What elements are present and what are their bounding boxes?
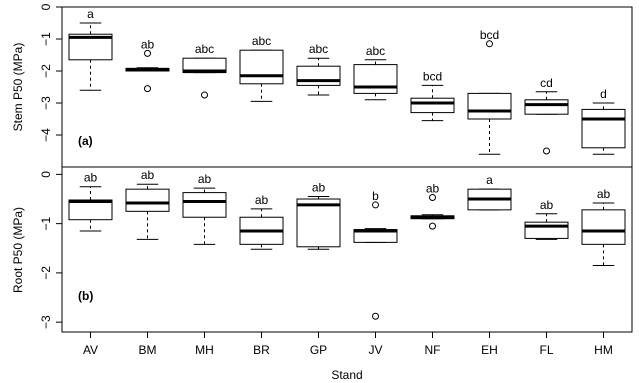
panel-b-letter-nf: ab <box>426 182 440 196</box>
panel-b-letter-fl: ab <box>540 198 554 212</box>
panel-b: Root P50 (MPa) (b) 0 −1 −2 −3 ab ab ababab… <box>11 166 633 333</box>
xtick-label-7: EH <box>481 343 498 357</box>
panel-a-letter-av: a <box>87 7 94 21</box>
panel-a-box-body-mh <box>182 57 227 74</box>
panel-a-ytick-label-0: 0 <box>39 3 53 10</box>
panel-b-ytick-label-0: 0 <box>39 171 53 178</box>
panel-a-box-nf: bcd <box>410 69 455 122</box>
panel-b-outlier-jv-1 <box>372 312 379 320</box>
panel-b-box-gp: ab <box>296 181 341 250</box>
panel-b-letter-hm: ab <box>597 187 611 201</box>
panel-b-letter-eh: a <box>486 173 493 187</box>
panel-b-box-jv: b <box>353 189 398 320</box>
xtick-label-2: MH <box>195 343 214 357</box>
panel-a-ylabel: Stem P50 (MPa) <box>11 43 25 132</box>
panel-a-box-jv: abc <box>353 44 398 101</box>
panel-a-ytick-label-2: −2 <box>39 64 53 78</box>
x-axis: AV BM MH BR GP JV NF EH FL HM Stand <box>83 332 613 382</box>
panel-a-box-br: abc <box>239 34 284 102</box>
panel-b-letter-av: ab <box>84 171 98 185</box>
panel-b-boxes: ab ab ab ab ab b ab a ab ab <box>68 168 626 320</box>
panel-a-box-bm: ab <box>125 37 170 93</box>
panel-a-box-eh: bcd <box>467 28 512 155</box>
xtick-label-4: GP <box>310 343 327 357</box>
panel-a-box-gp: abc <box>296 42 341 96</box>
panel-a-outlier-bm-0 <box>144 49 151 57</box>
panel-b-yaxis: 0 −1 −2 −3 <box>39 171 62 329</box>
panel-b-outlier-nf-0 <box>429 194 436 202</box>
panel-b-box-hm: ab <box>581 187 626 267</box>
panel-b-letter-br: ab <box>255 193 269 207</box>
panel-a: Stem P50 (MPa) (a) 0 −1 −2 −3 −4 aab abca… <box>11 3 633 168</box>
panel-b-box-nf: ab <box>410 182 455 230</box>
panel-a-box-body-gp <box>296 65 341 86</box>
panel-b-box-fl: ab <box>524 198 569 240</box>
panel-b-box-body-bm <box>125 188 170 212</box>
xtick-label-8: FL <box>539 343 553 357</box>
panel-a-box-body-eh <box>467 92 512 120</box>
panel-a-letter-eh: bcd <box>480 28 499 42</box>
panel-a-label: (a) <box>78 134 93 148</box>
panel-a-box-body-br <box>239 49 284 85</box>
panel-a-letter-br: abc <box>252 34 271 48</box>
panel-b-label: (b) <box>78 289 93 303</box>
panel-b-outlier-nf-1 <box>429 222 436 230</box>
panel-a-box-mh: abc <box>182 42 227 99</box>
panel-b-box-av: ab <box>68 171 113 232</box>
panel-a-letter-jv: abc <box>366 44 385 58</box>
panel-a-ytick-label-3: −3 <box>39 96 53 110</box>
panel-b-ytick-label-2: −2 <box>39 266 53 280</box>
panel-a-box-body-hm <box>581 108 626 149</box>
panel-a-yaxis: 0 −1 −2 −3 −4 <box>39 3 62 142</box>
panel-b-frame <box>61 166 633 333</box>
panel-b-box-br: ab <box>239 193 284 250</box>
panel-b-ytick-label-1: −1 <box>39 216 53 230</box>
panel-b-letter-jv: b <box>372 189 379 203</box>
panel-a-outlier-eh-0 <box>486 40 493 48</box>
xtick-label-0: AV <box>83 343 98 357</box>
panel-a-box-body-fl <box>524 99 569 115</box>
panel-b-ylabel: Root P50 (MPa) <box>11 207 25 293</box>
panel-a-ytick-label-1: −1 <box>39 32 53 46</box>
panel-a-box-hm: d <box>581 87 626 155</box>
panel-b-outlier-jv-0 <box>372 201 379 209</box>
panel-a-box-body-nf <box>410 97 455 114</box>
panel-b-box-mh: ab <box>182 172 227 245</box>
panel-a-outlier-bm-1 <box>144 85 151 93</box>
panel-b-box-body-mh <box>182 192 227 218</box>
xtick-label-3: BR <box>253 343 270 357</box>
panel-a-letter-gp: abc <box>309 42 328 56</box>
x-axis-title: Stand <box>331 368 362 382</box>
panel-a-letter-fl: cd <box>540 76 553 90</box>
panel-b-box-body-gp <box>296 198 341 248</box>
xtick-label-6: NF <box>425 343 441 357</box>
panel-a-ytick-label-4: −4 <box>39 128 53 142</box>
panel-a-box-av: a <box>68 7 113 91</box>
panel-b-letter-bm: ab <box>141 168 155 182</box>
panel-b-box-eh: a <box>467 173 512 211</box>
panel-a-letter-bm: ab <box>141 37 155 51</box>
panel-a-outlier-fl-0 <box>543 147 550 155</box>
panel-a-letter-mh: abc <box>195 42 214 56</box>
xtick-label-9: HM <box>594 343 613 357</box>
panel-b-box-body-fl <box>524 221 569 239</box>
panel-a-boxes: a ab abc abc abc abc bcd bcd cd d <box>68 7 626 155</box>
xtick-label-5: JV <box>368 343 382 357</box>
panel-a-letter-nf: bcd <box>423 69 442 83</box>
panel-b-ytick-label-3: −3 <box>39 315 53 329</box>
panel-b-box-bm: ab <box>125 168 170 240</box>
panel-a-letter-hm: d <box>600 87 607 101</box>
panel-a-box-body-jv <box>353 64 398 94</box>
panel-b-box-body-hm <box>581 209 626 245</box>
panel-b-letter-gp: ab <box>312 181 326 195</box>
panel-b-letter-mh: ab <box>198 172 212 186</box>
panel-a-outlier-mh-0 <box>201 91 208 99</box>
xtick-label-1: BM <box>139 343 157 357</box>
panel-a-box-fl: cd <box>524 76 569 155</box>
